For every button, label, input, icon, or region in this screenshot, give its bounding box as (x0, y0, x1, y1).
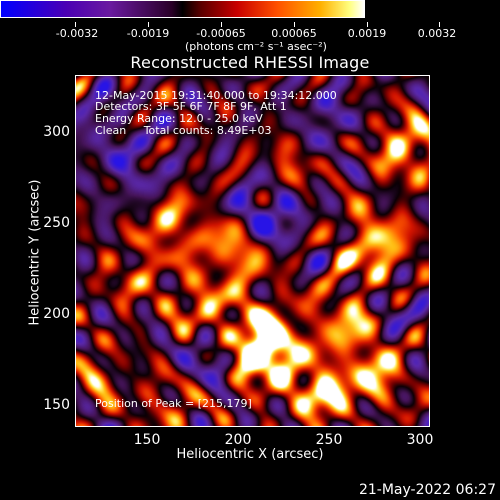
generation-date: 21-May-2022 06:27 (358, 482, 496, 498)
colorbar-tick-label: 0.0032 (417, 27, 457, 40)
x-tick-label: 200 (224, 432, 252, 448)
image-title: Reconstructed RHESSI Image (130, 53, 370, 72)
detectors-text: Detectors: 3F 5F 6F 7F 8F 9F, Att 1 (95, 100, 287, 113)
x-tick-label: 150 (133, 432, 161, 448)
solar-image-plot (75, 75, 430, 427)
time-range-text: 12-May-2015 19:31:40.000 to 19:34:12.000 (95, 89, 337, 102)
rhessi-image-canvas (76, 76, 429, 426)
counts-text: Clean Total counts: 8.49E+03 (95, 124, 272, 137)
x-tick-label: 300 (406, 432, 434, 448)
colorbar-tick-label: 0.00065 (271, 27, 317, 40)
x-tick-label: 250 (315, 432, 343, 448)
colorbar-tick-label: -0.0019 (126, 27, 170, 40)
y-axis-label: Heliocentric Y (arcsec) (27, 179, 43, 326)
y-tick-label: 200 (43, 306, 70, 322)
y-tick-label: 300 (43, 124, 70, 140)
peak-position-text: Position of Peak = [215,179] (95, 397, 252, 410)
colorbar (0, 0, 365, 18)
colorbar-tick-label: 0.0019 (347, 27, 387, 40)
x-axis-label: Heliocentric X (arcsec) (176, 447, 324, 462)
y-tick-label: 250 (43, 215, 70, 231)
colorbar-tick-label: -0.0032 (55, 27, 99, 40)
energy-range-text: Energy Range: 12.0 - 25.0 keV (95, 112, 263, 125)
colorbar-units: (photons cm⁻² s⁻¹ asec⁻²) (185, 40, 327, 53)
colorbar-tick-label: -0.00065 (196, 27, 246, 40)
y-tick-label: 150 (43, 397, 70, 413)
